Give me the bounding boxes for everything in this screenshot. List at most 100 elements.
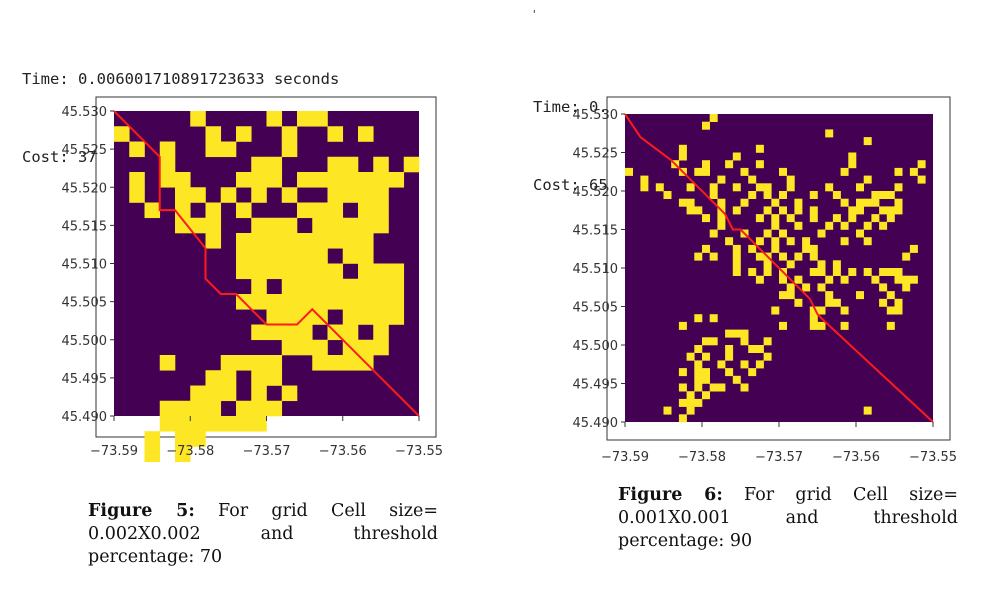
x-tick-label: −73.57 bbox=[755, 450, 803, 465]
heatmap-cell bbox=[358, 172, 374, 188]
heatmap-cell bbox=[763, 337, 772, 346]
heatmap-cell bbox=[175, 172, 191, 188]
heatmap-cell bbox=[327, 294, 344, 310]
heatmap-cell bbox=[894, 275, 903, 284]
heatmap-cell bbox=[863, 237, 872, 246]
heatmap-cell bbox=[281, 141, 298, 158]
heatmap-cell bbox=[702, 368, 710, 377]
heatmap-cell bbox=[312, 172, 328, 188]
heatmap-cell bbox=[740, 167, 749, 176]
heatmap-cell bbox=[856, 183, 864, 192]
heatmap-cell bbox=[725, 329, 734, 338]
cursor-mark: ' bbox=[531, 8, 538, 21]
heatmap-cell bbox=[717, 383, 726, 392]
heatmap-cell bbox=[794, 298, 803, 307]
heatmap-cell bbox=[894, 183, 903, 192]
heatmap-cell bbox=[779, 252, 787, 261]
heatmap-cell bbox=[312, 278, 328, 295]
heatmap-cell bbox=[266, 248, 283, 264]
heatmap-cell bbox=[686, 391, 695, 400]
heatmap-cell bbox=[190, 431, 206, 447]
heatmap-cell bbox=[327, 202, 344, 219]
heatmap-cell bbox=[251, 385, 267, 402]
heatmap-cell bbox=[794, 252, 803, 261]
time-line: Time: 0.006001710891723633 seconds bbox=[22, 70, 340, 88]
heatmap-cell bbox=[809, 214, 818, 223]
heatmap-cell bbox=[725, 237, 734, 246]
heatmap-cell bbox=[358, 339, 374, 356]
heatmap-cell bbox=[159, 416, 176, 432]
heatmap-cell bbox=[817, 229, 826, 238]
heatmap-cell bbox=[281, 263, 298, 280]
heatmap-cell bbox=[358, 217, 374, 234]
heatmap-cell bbox=[717, 175, 726, 184]
heatmap-cell bbox=[266, 111, 283, 127]
heatmap-cell bbox=[205, 416, 222, 432]
heatmap-cell bbox=[809, 314, 818, 323]
heatmap-cell bbox=[786, 283, 795, 292]
heatmap-cell bbox=[694, 167, 703, 176]
x-tick-label: −73.56 bbox=[832, 450, 880, 465]
heatmap-cell bbox=[220, 416, 237, 432]
heatmap-cell bbox=[312, 263, 328, 280]
heatmap-cell bbox=[388, 309, 405, 325]
heatmap-cell bbox=[342, 156, 359, 173]
heatmap-cell bbox=[717, 360, 726, 369]
heatmap-cell bbox=[663, 406, 672, 415]
heatmap-cell bbox=[236, 233, 252, 249]
heatmap-cell bbox=[281, 248, 298, 264]
figure-caption-text: For grid Cell size= 0.002X0.002 and thre… bbox=[88, 501, 438, 567]
heatmap-cell bbox=[281, 233, 298, 249]
heatmap-cell bbox=[373, 324, 389, 341]
heatmap-cell bbox=[809, 321, 818, 330]
heatmap-cell bbox=[732, 244, 741, 253]
heatmap-cell bbox=[342, 172, 359, 188]
heatmap-cell bbox=[281, 309, 298, 325]
heatmap-cell bbox=[175, 431, 191, 447]
heatmap-cell bbox=[251, 233, 267, 249]
heatmap-cell bbox=[879, 298, 888, 307]
heatmap-cell bbox=[755, 160, 764, 169]
heatmap-cell bbox=[281, 187, 298, 203]
heatmap-cell bbox=[114, 126, 130, 142]
heatmap-cell bbox=[748, 345, 757, 353]
heatmap-cell bbox=[702, 391, 710, 400]
x-tick-label: −73.59 bbox=[601, 450, 649, 465]
heatmap-cell bbox=[879, 191, 888, 199]
y-tick-label: 45.525 bbox=[573, 147, 619, 162]
heatmap-cell bbox=[871, 214, 880, 223]
heatmap-cell bbox=[755, 252, 764, 261]
heatmap-cell bbox=[678, 144, 687, 153]
heatmap-cell bbox=[725, 160, 734, 169]
heatmap-cell bbox=[848, 214, 857, 223]
heatmap-cell bbox=[909, 275, 918, 284]
heatmap-cell bbox=[886, 214, 895, 223]
heatmap-cell bbox=[205, 126, 222, 142]
heatmap-cell bbox=[732, 183, 741, 192]
heatmap-cell bbox=[266, 156, 283, 173]
heatmap-cell bbox=[159, 172, 176, 188]
heatmap-cell bbox=[144, 446, 161, 463]
heatmap-cell bbox=[717, 214, 726, 223]
y-tick-label: 45.500 bbox=[573, 339, 619, 354]
heatmap-plot: 45.530 45.525 45.520 45.515 45.510 45.505 45.5… bbox=[62, 96, 443, 463]
heatmap-cell bbox=[748, 175, 757, 184]
heatmap-cell bbox=[327, 156, 344, 173]
heatmap-cell bbox=[327, 355, 344, 371]
heatmap-cell bbox=[205, 370, 222, 386]
heatmap-cell bbox=[879, 206, 888, 215]
heatmap-cell bbox=[763, 229, 772, 238]
heatmap-cell bbox=[894, 306, 903, 315]
y-tick-label: 45.510 bbox=[573, 262, 619, 277]
x-tick-label: −73.56 bbox=[319, 444, 367, 459]
heatmap-cell bbox=[786, 291, 795, 300]
heatmap-cell bbox=[312, 202, 328, 219]
heatmap-cell bbox=[251, 263, 267, 280]
heatmap-cell bbox=[879, 221, 888, 230]
heatmap-cell bbox=[763, 191, 772, 199]
heatmap-cell bbox=[388, 263, 405, 280]
heatmap-cell bbox=[886, 206, 895, 215]
heatmap-cell bbox=[388, 172, 405, 188]
heatmap-cell bbox=[358, 202, 374, 219]
heatmap-cell bbox=[312, 339, 328, 356]
